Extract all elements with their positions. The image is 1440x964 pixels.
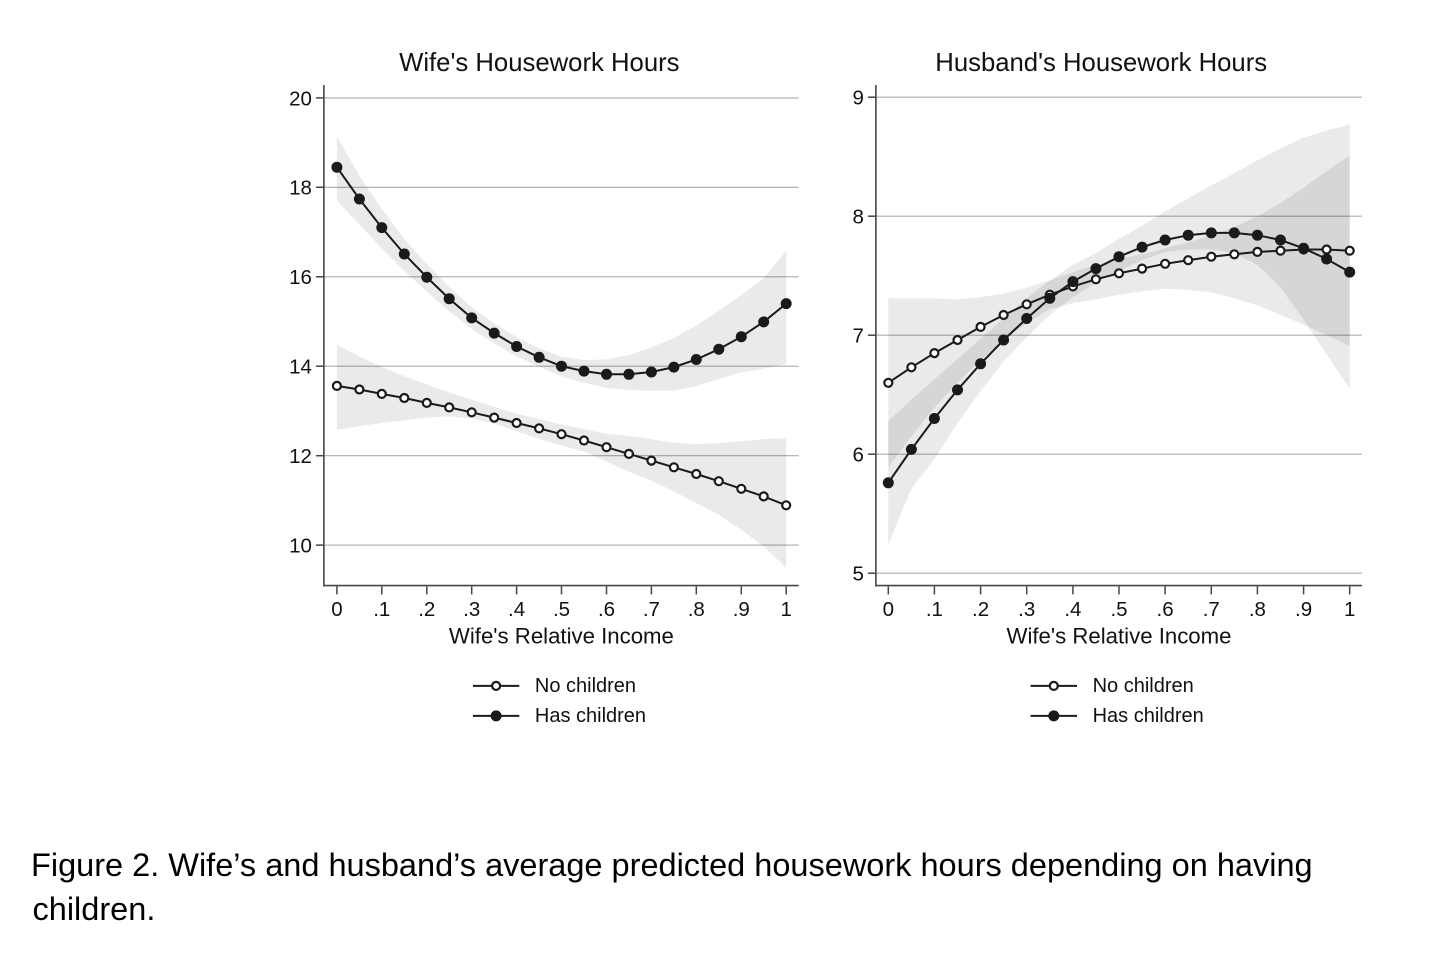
svg-text:children.: children. — [33, 891, 156, 927]
svg-text:.5: .5 — [1110, 598, 1127, 621]
svg-text:20: 20 — [289, 87, 312, 110]
svg-text:.6: .6 — [598, 598, 615, 621]
svg-text:.1: .1 — [373, 598, 390, 621]
svg-text:0: 0 — [331, 598, 342, 621]
svg-text:0: 0 — [883, 598, 894, 621]
svg-text:9: 9 — [852, 87, 863, 110]
svg-text:.6: .6 — [1157, 598, 1174, 621]
svg-text:No children: No children — [1093, 675, 1194, 697]
svg-text:6: 6 — [852, 444, 863, 467]
svg-text:.2: .2 — [418, 598, 435, 621]
svg-text:16: 16 — [289, 266, 312, 289]
svg-text:Wife's Relative Income: Wife's Relative Income — [1007, 623, 1232, 648]
svg-text:.7: .7 — [1203, 598, 1220, 621]
svg-text:.8: .8 — [688, 598, 705, 621]
svg-text:Husband's Housework Hours: Husband's Housework Hours — [935, 49, 1267, 77]
svg-text:1: 1 — [780, 598, 791, 621]
svg-text:.7: .7 — [643, 598, 660, 621]
svg-text:Wife's Relative Income: Wife's Relative Income — [449, 623, 674, 648]
svg-text:Figure 2. Wife’s and husband’s: Figure 2. Wife’s and husband’s average p… — [31, 847, 1313, 883]
svg-text:.1: .1 — [926, 598, 943, 621]
svg-text:14: 14 — [289, 356, 312, 379]
svg-text:.9: .9 — [1295, 598, 1312, 621]
svg-text:.3: .3 — [463, 598, 480, 621]
svg-text:12: 12 — [289, 445, 312, 468]
svg-text:10: 10 — [289, 535, 312, 558]
svg-text:7: 7 — [852, 325, 863, 348]
svg-text:5: 5 — [852, 563, 863, 586]
svg-text:1: 1 — [1344, 598, 1355, 621]
svg-text:.4: .4 — [508, 598, 525, 621]
svg-text:No children: No children — [535, 675, 636, 697]
svg-text:8: 8 — [852, 206, 863, 229]
svg-text:Has children: Has children — [535, 705, 646, 727]
svg-text:Wife's Housework Hours: Wife's Housework Hours — [399, 49, 679, 77]
svg-text:.8: .8 — [1249, 598, 1266, 621]
svg-text:.4: .4 — [1064, 598, 1081, 621]
svg-text:.2: .2 — [972, 598, 989, 621]
svg-text:.3: .3 — [1018, 598, 1035, 621]
svg-text:.5: .5 — [553, 598, 570, 621]
svg-text:18: 18 — [289, 177, 312, 200]
svg-text:.9: .9 — [733, 598, 750, 621]
svg-text:Has children: Has children — [1093, 705, 1204, 727]
